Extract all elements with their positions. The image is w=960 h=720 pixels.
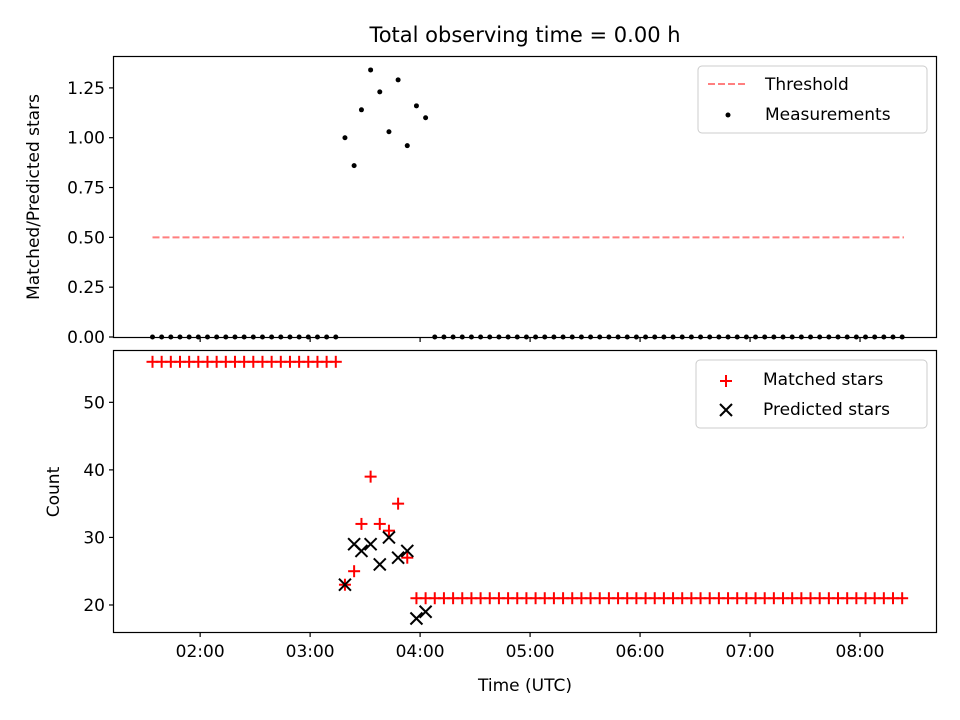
top-panel: Total observing time = 0.00 h 0.000.250.… bbox=[24, 23, 938, 348]
top-y-axis: 0.00 0.25 0.50 0.75 1.00 1.25 bbox=[67, 79, 114, 348]
measurement-point bbox=[377, 89, 383, 95]
matched-star-marker bbox=[364, 470, 377, 483]
top-legend: Threshold Measurements bbox=[697, 65, 928, 134]
matched-star-marker bbox=[348, 565, 361, 578]
measurement-point bbox=[351, 163, 357, 169]
predicted-star-marker bbox=[382, 530, 396, 545]
matched-star-marker bbox=[401, 551, 414, 564]
top-axes-frame bbox=[112, 55, 938, 339]
measurement-point bbox=[368, 67, 374, 73]
matched-star-marker bbox=[896, 592, 909, 605]
predicted-star-marker bbox=[338, 578, 352, 592]
x-tick-label: 08:00 bbox=[836, 642, 885, 662]
measurement-point bbox=[358, 107, 364, 113]
measurement-point bbox=[342, 135, 348, 141]
predicted-star-marker bbox=[409, 611, 424, 626]
x-tick-label: 02:00 bbox=[176, 642, 225, 662]
predicted-star-marker bbox=[418, 605, 433, 619]
threshold-legend-label: Threshold bbox=[764, 75, 849, 95]
top-y-tick-label: 0.00 bbox=[67, 328, 105, 348]
top-y-tick-label: 1.00 bbox=[67, 129, 105, 149]
predicted-star-marker bbox=[400, 544, 414, 558]
top-y-tick-label: 0.50 bbox=[67, 228, 105, 248]
x-tick-label: 04:00 bbox=[396, 642, 445, 662]
measurements-legend-swatch bbox=[725, 112, 731, 118]
x-tick-label: 05:00 bbox=[506, 642, 555, 662]
predicted-legend-swatch bbox=[719, 403, 733, 417]
bottom-y-tick-label: 20 bbox=[83, 596, 105, 616]
bottom-axes-frame bbox=[112, 349, 938, 634]
top-y-axis-label: Matched/Predicted stars bbox=[24, 94, 44, 300]
x-axis-label: Time (UTC) bbox=[477, 676, 572, 696]
predicted-legend-label: Predicted stars bbox=[763, 400, 890, 420]
top-marks bbox=[149, 67, 905, 340]
x-tick-label: 03:00 bbox=[286, 642, 335, 662]
bottom-y-axis: 20 30 40 50 bbox=[83, 393, 114, 616]
matched-star-marker bbox=[355, 517, 368, 530]
measurement-point bbox=[395, 77, 401, 83]
bottom-y-axis-label: Count bbox=[44, 466, 64, 517]
measurements-legend-label: Measurements bbox=[765, 105, 891, 125]
predicted-star-marker bbox=[391, 550, 405, 565]
matched-star-marker bbox=[329, 355, 342, 368]
x-tick-label: 07:00 bbox=[726, 642, 775, 662]
bottom-x-axis: 02:00 03:00 04:00 05:00 06:00 07:00 08:00 bbox=[176, 632, 885, 662]
matched-star-marker bbox=[382, 524, 395, 537]
matched-legend-swatch bbox=[720, 375, 732, 387]
top-y-tick-label: 1.25 bbox=[67, 79, 105, 99]
bottom-marks bbox=[146, 355, 909, 626]
measurement-point bbox=[423, 115, 429, 121]
top-legend-box bbox=[697, 65, 928, 134]
matched-star-marker bbox=[373, 517, 386, 530]
chart-title: Total observing time = 0.00 h bbox=[368, 23, 680, 47]
predicted-star-marker bbox=[354, 544, 369, 558]
measurement-point bbox=[404, 143, 410, 149]
bottom-legend: Matched stars Predicted stars bbox=[695, 359, 928, 429]
predicted-star-marker bbox=[363, 537, 378, 551]
predicted-star-marker bbox=[373, 557, 387, 572]
bottom-y-tick-label: 40 bbox=[83, 461, 105, 481]
top-y-tick-label: 0.25 bbox=[67, 278, 105, 298]
bottom-legend-box bbox=[695, 359, 928, 429]
bottom-panel: 02:00 03:00 04:00 05:00 06:00 07:00 08:00 20 30… bbox=[44, 349, 938, 696]
matched-star-marker bbox=[392, 497, 405, 510]
x-tick-label: 06:00 bbox=[616, 642, 665, 662]
matched-legend-label: Matched stars bbox=[763, 370, 883, 390]
top-y-tick-label: 0.75 bbox=[67, 179, 105, 199]
bottom-y-tick-label: 30 bbox=[83, 528, 105, 548]
bottom-y-tick-label: 50 bbox=[83, 393, 105, 413]
measurement-point bbox=[413, 103, 419, 109]
measurement-point bbox=[386, 129, 392, 135]
